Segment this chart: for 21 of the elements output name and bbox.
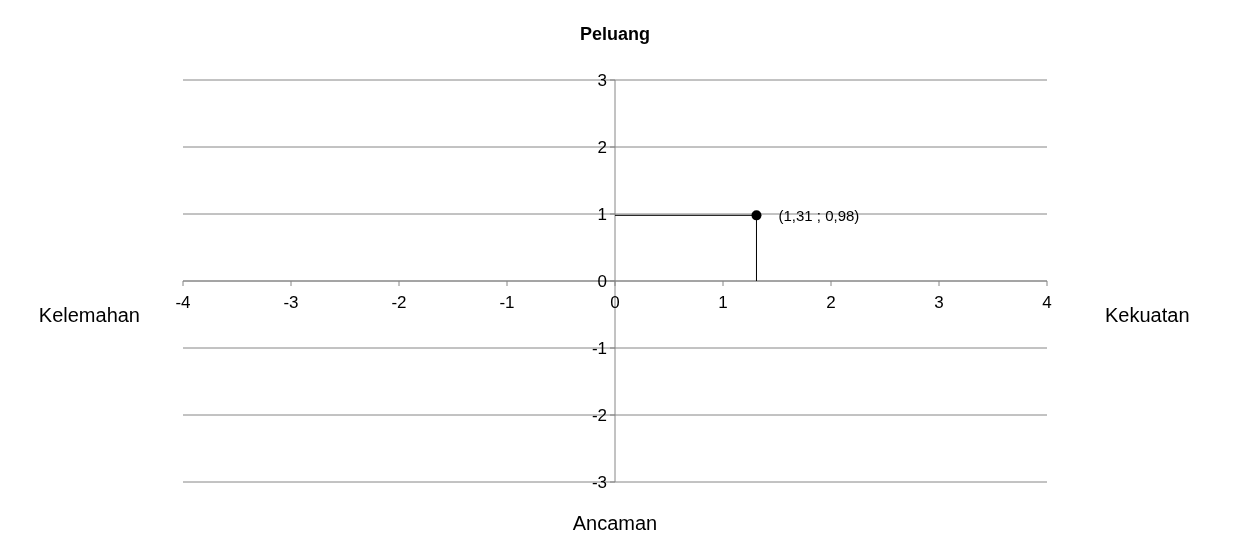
x-axis-title: Kekuatan — [1105, 304, 1190, 326]
chart-title: Peluang — [579, 24, 651, 44]
x-tick-label: 3 — [934, 293, 944, 312]
y-tick-label: -2 — [591, 406, 607, 425]
y-tick-label: -3 — [591, 473, 607, 492]
y-tick-label: -1 — [591, 339, 607, 358]
x-tick-label: -3 — [283, 293, 299, 312]
x-tick-label: -1 — [499, 293, 515, 312]
x-tick-label: 4 — [1042, 293, 1052, 312]
y-tick-label: 1 — [597, 205, 607, 224]
x-tick-label: 0 — [610, 293, 620, 312]
y-tick-label: 2 — [597, 138, 607, 157]
text: Ancaman — [572, 512, 658, 534]
x-tick-label: -2 — [391, 293, 407, 312]
x-tick-label: 2 — [826, 293, 836, 312]
y-tick-label: 3 — [597, 71, 607, 90]
text: (1,31 ; 0,98) — [778, 207, 860, 225]
x-tick-label: 1 — [718, 293, 728, 312]
x-tick-label: -4 — [175, 293, 191, 312]
y-tick-label: 0 — [597, 272, 607, 291]
text: Kelemahan — [38, 304, 140, 326]
